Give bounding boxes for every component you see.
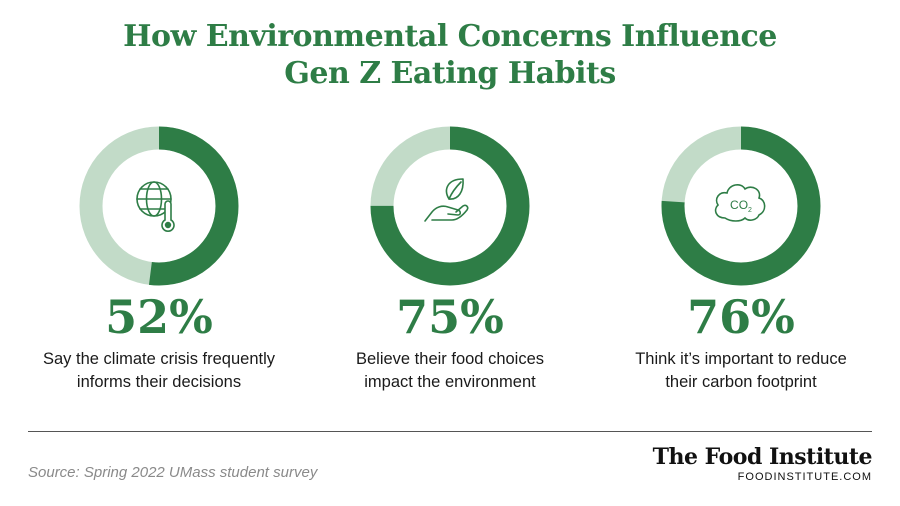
stat-description-carbon: Think it’s important to reduce their car… <box>601 348 881 394</box>
footer-divider <box>28 431 872 432</box>
stat-percent-food-choices: 75% <box>396 290 504 344</box>
donut-chart-food-choices <box>370 126 530 286</box>
donut-arc-value <box>661 126 821 286</box>
co2-cloud-icon: CO2 <box>714 184 766 222</box>
stat-percent-carbon: 76% <box>687 290 795 344</box>
source-note: Source: Spring 2022 UMass student survey <box>28 464 318 481</box>
stat-description-food-choices: Believe their food choices impact the en… <box>310 348 590 394</box>
desc-line: impact the environment <box>364 373 536 391</box>
brand-logo[interactable]: The Food Institute FOODINSTITUTE.COM <box>652 444 873 484</box>
desc-line: informs their decisions <box>76 373 242 391</box>
hand-leaf-icon <box>424 178 469 222</box>
globe-thermometer-icon <box>136 181 175 232</box>
desc-line: Believe their food choices <box>355 350 545 368</box>
chart-title-line-1: How Environmental Concerns Influence <box>123 19 777 54</box>
svg-text:CO2: CO2 <box>730 198 752 214</box>
donut-chart-carbon: CO2 <box>661 126 821 286</box>
donut-arc-value <box>370 126 530 286</box>
desc-line: Say the climate crisis frequently <box>42 350 275 368</box>
donut-arc-value <box>79 126 239 286</box>
brand-name: The Food Institute <box>652 444 873 470</box>
desc-line: their carbon footprint <box>665 373 817 391</box>
chart-title: How Environmental Concerns Influence Gen… <box>0 18 900 92</box>
desc-line: Think it’s important to reduce <box>635 350 847 368</box>
brand-url[interactable]: FOODINSTITUTE.COM <box>737 471 872 483</box>
stat-percent-climate: 52% <box>105 290 213 344</box>
stat-description-climate: Say the climate crisis frequently inform… <box>19 348 299 394</box>
donut-chart-climate <box>79 126 239 286</box>
chart-title-line-2: Gen Z Eating Habits <box>284 56 616 91</box>
